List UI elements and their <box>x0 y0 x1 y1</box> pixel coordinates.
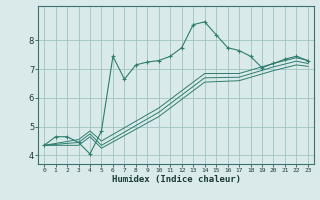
X-axis label: Humidex (Indice chaleur): Humidex (Indice chaleur) <box>111 175 241 184</box>
